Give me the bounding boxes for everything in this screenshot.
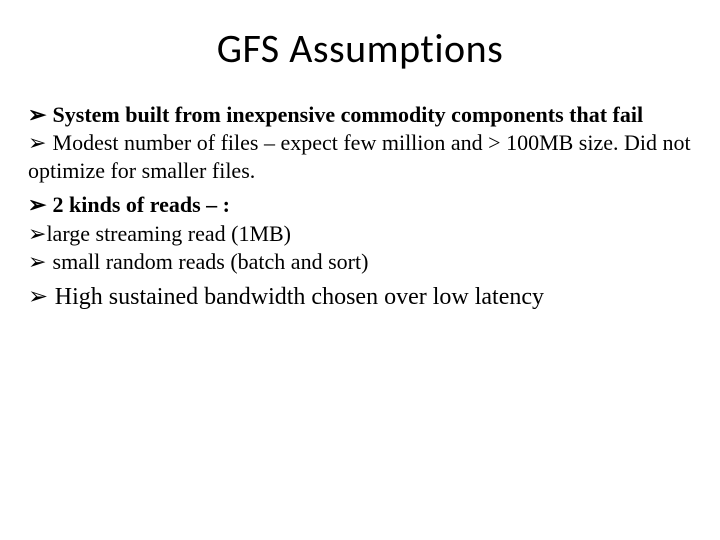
chevron-right-icon: ➢ — [28, 192, 53, 217]
bullet-text: 2 kinds of reads – : — [53, 192, 230, 217]
bullet-item-2: ➢ Modest number of files – expect few mi… — [28, 129, 692, 185]
bullet-item-6: ➢ High sustained bandwidth chosen over l… — [28, 282, 692, 313]
slide-title: GFS Assumptions — [28, 24, 692, 73]
bullet-item-1: ➢ System built from inexpensive commodit… — [28, 101, 692, 129]
chevron-right-icon: ➢ — [28, 221, 46, 246]
bullet-item-3: ➢ 2 kinds of reads – : — [28, 191, 692, 219]
chevron-right-icon: ➢ — [28, 283, 55, 310]
slide: GFS Assumptions ➢ System built from inex… — [0, 0, 720, 540]
bullet-text: System built from inexpensive commodity … — [53, 102, 644, 127]
bullet-item-4: ➢large streaming read (1MB) — [28, 220, 692, 248]
chevron-right-icon: ➢ — [28, 249, 53, 274]
chevron-right-icon: ➢ — [28, 130, 53, 155]
bullet-text: High sustained bandwidth chosen over low… — [55, 284, 544, 310]
bullet-item-5: ➢ small random reads (batch and sort) — [28, 248, 692, 276]
bullet-text: large streaming read (1MB) — [46, 221, 291, 246]
slide-content: ➢ System built from inexpensive commodit… — [28, 101, 692, 313]
bullet-text: Modest number of files – expect few mill… — [28, 130, 691, 183]
chevron-right-icon: ➢ — [28, 102, 53, 127]
bullet-text: small random reads (batch and sort) — [53, 249, 369, 274]
